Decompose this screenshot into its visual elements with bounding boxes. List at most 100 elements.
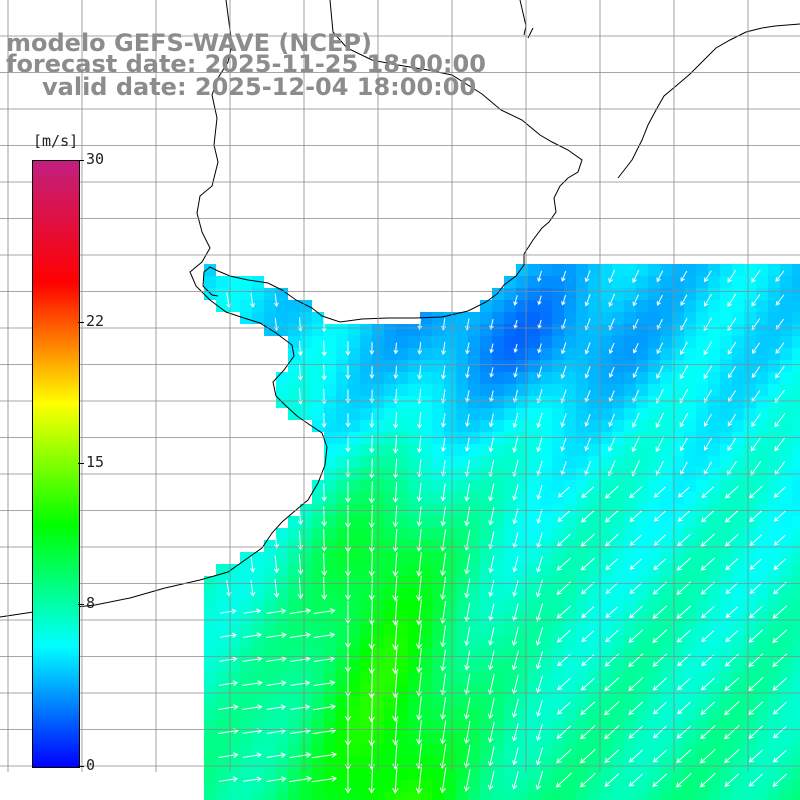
wind-speed-cell — [360, 528, 372, 540]
wind-arrow — [557, 510, 571, 522]
wind-speed-cell — [324, 336, 336, 348]
wind-speed-cell — [456, 600, 468, 612]
wind-speed-cell — [396, 360, 408, 372]
wind-speed-cell — [504, 300, 516, 312]
wind-speed-cell — [240, 768, 252, 780]
wind-speed-cell — [720, 324, 732, 336]
wind-speed-cell — [432, 600, 444, 612]
wind-arrow — [218, 704, 239, 710]
wind-arrow — [392, 646, 399, 675]
wind-speed-cell — [756, 756, 768, 768]
wind-speed-cell — [468, 600, 480, 612]
wind-speed-cell — [636, 456, 648, 468]
wind-speed-cell — [276, 768, 288, 780]
wind-speed-cell — [660, 312, 672, 324]
wind-speed-cell — [540, 504, 552, 516]
wind-speed-cell — [564, 612, 576, 624]
wind-speed-cell — [456, 516, 468, 528]
wind-arrow — [416, 483, 423, 502]
wind-arrow — [748, 653, 764, 668]
wind-arrow — [242, 704, 263, 710]
wind-speed-cell — [516, 264, 528, 276]
wind-speed-cell — [240, 312, 252, 324]
wind-arrow — [724, 725, 740, 740]
colorbar-unit: [m/s] — [33, 132, 79, 150]
wind-speed-cell — [420, 732, 432, 744]
wind-speed-cell — [732, 636, 744, 648]
wind-speed-cell — [288, 540, 300, 552]
wind-speed-cell — [336, 660, 348, 672]
wind-arrow — [628, 701, 644, 715]
wind-speed-cell — [348, 564, 360, 576]
wind-speed-cell — [348, 552, 360, 564]
wind-speed-cell — [564, 756, 576, 768]
wind-speed-cell — [300, 336, 312, 348]
wind-speed-cell — [336, 708, 348, 720]
wind-speed-cell — [792, 264, 800, 276]
wind-speed-cell — [672, 456, 684, 468]
wind-speed-cell — [792, 516, 800, 528]
wind-arrow — [629, 605, 643, 619]
wind-speed-cell — [240, 276, 252, 288]
wind-speed-cell — [588, 684, 600, 696]
wind-arrow — [724, 749, 740, 764]
wind-arrow — [628, 629, 644, 643]
wind-speed-cell — [492, 348, 504, 360]
wind-arrow — [439, 767, 447, 794]
wind-speed-cell — [228, 288, 240, 300]
wind-speed-cell — [456, 612, 468, 624]
wind-speed-cell — [552, 696, 564, 708]
wind-speed-cell — [612, 492, 624, 504]
wind-speed-cell — [564, 312, 576, 324]
wind-speed-cell — [300, 540, 312, 552]
wind-speed-cell — [396, 720, 408, 732]
wind-arrow — [653, 486, 666, 498]
wind-speed-cell — [780, 708, 792, 720]
wind-speed-cell — [456, 636, 468, 648]
wind-speed-cell — [708, 636, 720, 648]
wind-arrow — [680, 270, 688, 282]
wind-arrow — [560, 461, 567, 476]
wind-arrow — [313, 656, 336, 662]
wind-arrow — [464, 483, 471, 502]
wind-speed-cell — [336, 408, 348, 420]
wind-arrow — [656, 270, 664, 283]
wind-speed-cell — [444, 336, 456, 348]
wind-arrow — [632, 389, 640, 403]
wind-arrow — [677, 678, 691, 691]
wind-speed-cell — [480, 528, 492, 540]
wind-speed-cell — [288, 636, 300, 648]
wind-arrow — [561, 295, 567, 306]
wind-speed-cell — [408, 420, 420, 432]
wind-speed-cell — [588, 276, 600, 288]
wind-speed-cell — [492, 360, 504, 372]
wind-speed-cell — [384, 552, 396, 564]
wind-arrow — [676, 605, 692, 619]
wind-speed-cell — [504, 336, 516, 348]
wind-speed-cell — [564, 432, 576, 444]
wind-speed-cell — [540, 456, 552, 468]
wind-speed-cell — [720, 768, 732, 780]
wind-arrow — [511, 650, 519, 671]
wind-arrow — [608, 342, 615, 354]
wind-speed-cell — [540, 660, 552, 672]
wind-speed-cell — [792, 480, 800, 492]
wind-speed-cell — [792, 732, 800, 744]
wind-speed-cell — [768, 528, 780, 540]
wind-speed-cell — [324, 756, 336, 768]
wind-speed-cell — [444, 456, 456, 468]
wind-speed-cell — [312, 648, 324, 660]
wind-speed-cell — [420, 720, 432, 732]
wind-speed-cell — [504, 600, 516, 612]
wind-arrow — [415, 766, 423, 794]
wind-speed-cell — [792, 432, 800, 444]
wind-speed-cell — [252, 780, 264, 792]
wind-speed-cell — [516, 276, 528, 288]
wind-arrow — [675, 772, 692, 788]
wind-speed-cell — [492, 552, 504, 564]
wind-speed-cell — [636, 612, 648, 624]
wind-speed-cell — [708, 300, 720, 312]
wind-speed-cell — [252, 576, 264, 588]
wind-speed-cell — [660, 540, 672, 552]
wind-speed-cell — [612, 396, 624, 408]
